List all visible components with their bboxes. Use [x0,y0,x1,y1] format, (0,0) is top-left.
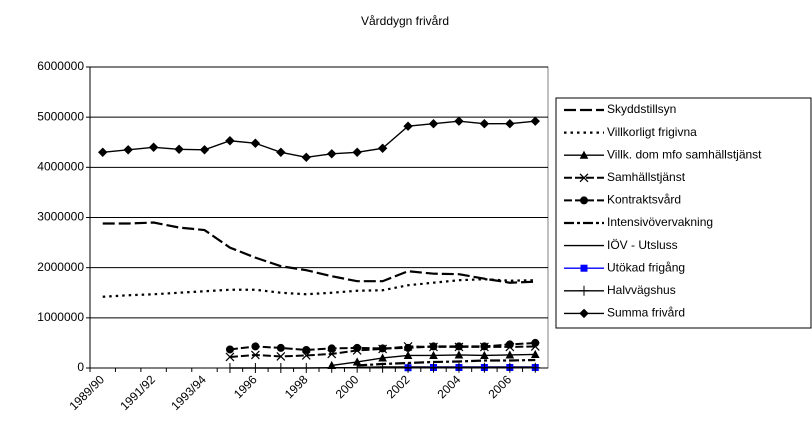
x-tick-label: 2006 [485,372,514,401]
marker [301,152,311,163]
legend-label: Skyddstillsyn [607,102,676,116]
legend-label: Villkorligt frigivna [607,125,697,139]
marker [428,362,439,373]
marker [225,352,235,362]
legend-label: Utökad frigång [607,260,685,274]
marker [505,350,515,359]
x-tick-label: 1991/92 [117,372,158,413]
chart-title: Vårddygn frivård [361,14,449,28]
marker [123,145,133,155]
marker [250,138,261,148]
marker [454,342,463,351]
marker [530,362,541,373]
marker [377,143,388,153]
series-line [102,120,536,159]
marker [403,121,413,131]
marker [505,340,514,349]
x-tick-label: 2004 [435,372,464,401]
marker [454,116,464,126]
marker [352,362,363,373]
marker [579,150,589,159]
marker [353,343,362,352]
y-tick-label: 5000000 [37,109,84,123]
legend-label: Intensivövervakning [607,215,713,229]
marker [225,345,234,354]
marker [275,363,286,373]
marker [276,343,285,352]
marker [429,350,438,359]
marker [250,363,261,373]
marker [531,338,540,347]
legend-label: Villk. dom mfo samhällstjänst [607,147,762,161]
series-line [357,358,536,367]
marker [429,342,438,351]
y-tick-label: 0 [77,360,84,374]
marker [580,196,588,205]
marker [276,147,286,157]
marker [352,147,362,157]
x-tick-label: 1998 [282,372,311,401]
marker [404,343,413,352]
marker [250,350,260,360]
marker [480,342,489,351]
legend-box [555,97,812,329]
marker [530,349,540,358]
marker [454,350,464,359]
marker [326,362,337,373]
marker [403,350,413,359]
marker [378,353,387,362]
legend-label: Kontraktsvård [607,193,681,207]
marker [579,173,589,183]
marker [224,363,235,373]
marker [251,342,260,351]
marker [301,363,312,373]
marker [530,116,540,126]
series-line [102,221,536,284]
y-tick-label: 6000000 [37,59,84,73]
x-tick-label: 1993/94 [168,372,209,413]
marker [378,344,387,353]
y-tick-label: 4000000 [37,160,84,174]
marker [579,285,589,296]
legend-label: Samhällstjänst [607,170,686,184]
y-tick-label: 1000000 [37,310,84,324]
series-line [102,278,536,298]
x-tick-label: 2002 [384,372,413,401]
marker [98,147,108,157]
marker [480,350,489,359]
marker [174,144,184,154]
marker [377,362,388,373]
marker [225,136,235,146]
legend-label: Halvvägshus [607,283,676,297]
marker [580,264,588,272]
x-tick-label: 1996 [231,372,260,401]
marker [479,118,490,129]
marker [148,142,159,152]
x-tick-label: 2000 [333,372,362,401]
marker [199,145,210,155]
marker [505,118,515,129]
x-tick-label: 1989/90 [67,372,108,413]
y-tick-label: 2000000 [37,260,84,274]
marker [453,362,464,373]
legend-label: IÖV - Utsluss [607,238,678,252]
marker [302,345,311,354]
marker [428,118,439,129]
marker [327,149,337,159]
marker [276,352,286,361]
marker [479,362,490,373]
legend-label: Summa frivård [607,306,685,320]
y-tick-label: 3000000 [37,210,84,224]
marker [327,344,336,353]
marker [504,362,515,373]
marker [403,362,414,373]
marker [579,308,589,319]
